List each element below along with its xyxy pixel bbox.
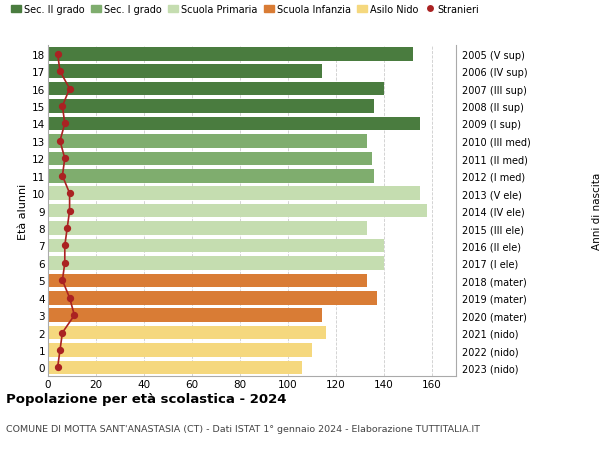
Bar — [48, 152, 372, 166]
Bar — [48, 222, 367, 235]
Bar — [48, 100, 374, 113]
Point — [55, 138, 65, 145]
Point — [65, 207, 74, 215]
Point — [60, 242, 70, 250]
Point — [58, 173, 67, 180]
Bar — [48, 135, 367, 148]
Bar — [48, 343, 312, 357]
Bar — [48, 291, 377, 305]
Text: Anni di nascita: Anni di nascita — [592, 173, 600, 250]
Point — [65, 86, 74, 93]
Text: Popolazione per età scolastica - 2024: Popolazione per età scolastica - 2024 — [6, 392, 287, 405]
Point — [65, 190, 74, 197]
Point — [55, 347, 65, 354]
Bar — [48, 326, 326, 340]
Text: COMUNE DI MOTTA SANT'ANASTASIA (CT) - Dati ISTAT 1° gennaio 2024 - Elaborazione : COMUNE DI MOTTA SANT'ANASTASIA (CT) - Da… — [6, 425, 480, 434]
Point — [60, 155, 70, 162]
Point — [55, 68, 65, 76]
Bar — [48, 257, 384, 270]
Bar — [48, 83, 384, 96]
Bar — [48, 239, 384, 253]
Y-axis label: Età alunni: Età alunni — [18, 183, 28, 239]
Bar — [48, 48, 413, 62]
Point — [58, 329, 67, 336]
Bar — [48, 309, 322, 322]
Point — [53, 51, 62, 58]
Point — [60, 260, 70, 267]
Point — [62, 225, 72, 232]
Bar — [48, 187, 420, 201]
Point — [53, 364, 62, 371]
Point — [65, 294, 74, 302]
Bar — [48, 361, 302, 375]
Bar — [48, 65, 322, 79]
Point — [58, 277, 67, 285]
Bar — [48, 169, 374, 183]
Bar — [48, 118, 420, 131]
Point — [60, 121, 70, 128]
Bar — [48, 204, 427, 218]
Bar — [48, 274, 367, 287]
Point — [58, 103, 67, 111]
Legend: Sec. II grado, Sec. I grado, Scuola Primaria, Scuola Infanzia, Asilo Nido, Stran: Sec. II grado, Sec. I grado, Scuola Prim… — [11, 5, 479, 15]
Point — [70, 312, 79, 319]
